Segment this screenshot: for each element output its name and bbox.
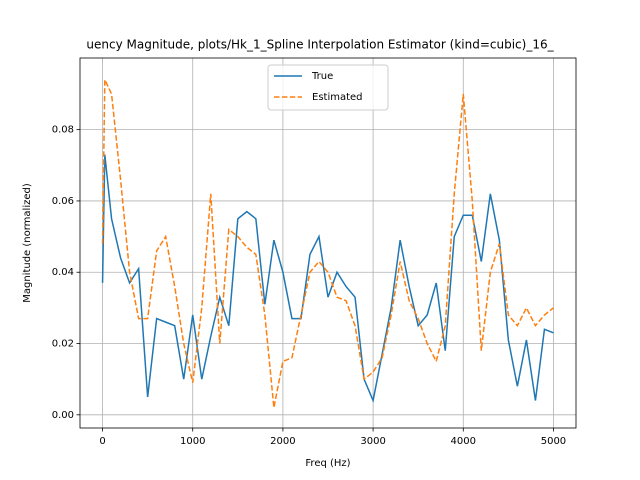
y-axis-label: Magnitude (normalized)	[22, 183, 33, 303]
chart-title: uency Magnitude, plots/Hk_1_Spline Inter…	[86, 38, 554, 52]
data-line	[101, 79, 554, 408]
legend-label: Estimated	[312, 92, 363, 103]
legend-label: True	[311, 71, 333, 82]
y-tick-label: 0.06	[52, 196, 74, 207]
x-tick-label: 1000	[180, 436, 205, 447]
plot-frame	[79, 57, 577, 429]
x-tick-label: 3000	[360, 436, 385, 447]
y-tick-label: 0.04	[52, 267, 74, 278]
x-tick-label: 0	[99, 436, 105, 447]
x-axis-label: Freq (Hz)	[305, 458, 350, 469]
x-tick-label: 2000	[270, 436, 295, 447]
y-tick-label: 0.02	[52, 339, 74, 350]
data-line	[101, 154, 554, 404]
x-tick-label: 4000	[451, 436, 476, 447]
y-tick-label: 0.00	[52, 410, 74, 421]
x-tick-label: 5000	[541, 436, 566, 447]
y-tick-label: 0.08	[52, 125, 74, 136]
